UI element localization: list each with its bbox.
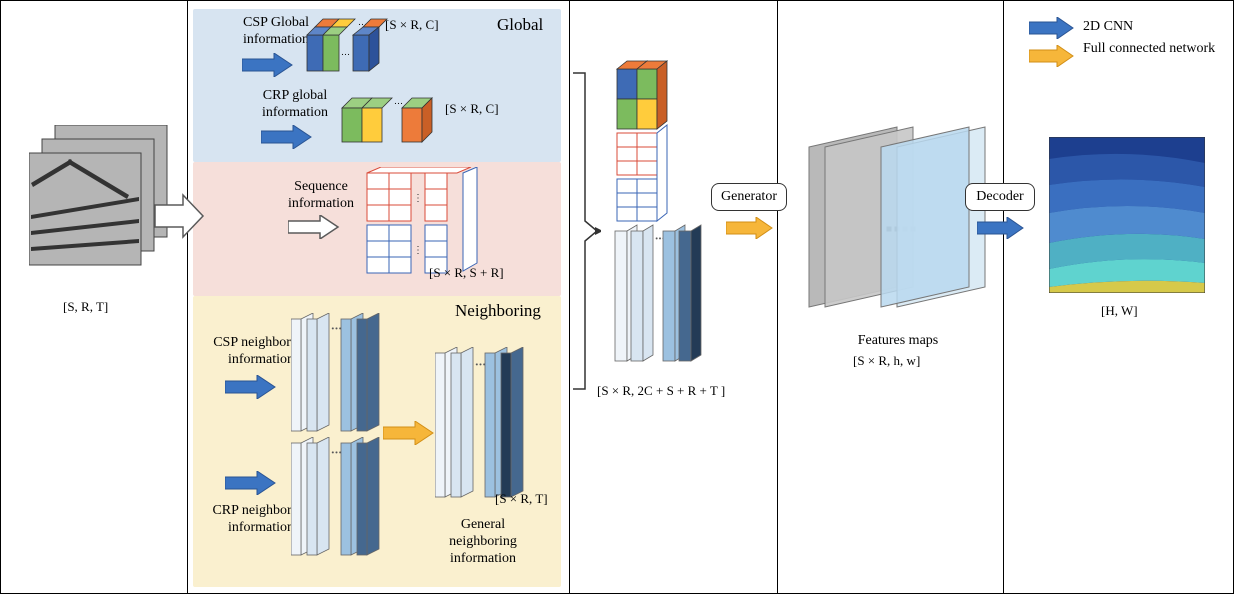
concat-column: … xyxy=(607,53,727,383)
arrow-generator xyxy=(726,217,774,239)
legend-arrow-yellow xyxy=(1029,45,1075,67)
arrow-to-general-neighboring xyxy=(383,421,435,445)
svg-text:⋮: ⋮ xyxy=(413,245,423,256)
cube-csp-global: … … xyxy=(301,13,397,79)
plates-general-neighboring: … xyxy=(435,347,545,513)
cube-crp-global: … xyxy=(334,94,454,154)
dim-sequence: [S × R, S + R] xyxy=(429,265,504,281)
dim-neighboring: [S × R, T] xyxy=(495,491,548,507)
legend-arrow-blue xyxy=(1029,17,1075,39)
svg-text:…: … xyxy=(341,47,350,57)
feature-maps xyxy=(801,117,991,337)
arrow-csp-neighboring xyxy=(225,375,277,399)
label-features-maps: Features maps xyxy=(843,333,953,350)
arrow-decoder xyxy=(977,217,1025,239)
arrow-sequence xyxy=(288,215,340,239)
label-general-neighboring: General neighboring information xyxy=(433,517,533,567)
divider-2 xyxy=(569,1,570,593)
arrow-input-to-branches xyxy=(153,191,207,241)
bracket-concat xyxy=(571,71,601,391)
output-image xyxy=(1049,137,1205,293)
title-global: Global xyxy=(497,15,543,35)
generator-label: Generator xyxy=(721,189,777,205)
divider-1 xyxy=(187,1,188,593)
svg-text:…: … xyxy=(475,356,486,368)
divider-3 xyxy=(777,1,778,593)
svg-text:⋮: ⋮ xyxy=(413,193,423,204)
dim-output: [H, W] xyxy=(1101,303,1138,319)
diagram-frame: Global Neighboring [S, R, T] xyxy=(0,0,1234,594)
plates-crp-neighboring: … xyxy=(291,437,401,573)
divider-4 xyxy=(1003,1,1004,593)
legend-text2: Full connected network xyxy=(1083,41,1223,58)
svg-text:…: … xyxy=(331,444,342,456)
dim-fmaps: [S × R, h, w] xyxy=(853,353,920,369)
label-crp-global: CRP global information xyxy=(245,88,345,122)
dim-input: [S, R, T] xyxy=(63,299,108,315)
legend-text1: 2D CNN xyxy=(1083,19,1183,36)
dim-global-bot: [S × R, C] xyxy=(445,101,499,117)
title-neighboring: Neighboring xyxy=(455,301,541,321)
svg-text:…: … xyxy=(394,96,403,106)
arrow-csp-global xyxy=(242,53,294,77)
dim-global-top: [S × R, C] xyxy=(385,17,439,33)
generator-box: Generator xyxy=(711,183,787,211)
arrow-crp-global xyxy=(261,125,313,149)
input-seismic-stack xyxy=(29,125,159,265)
arrow-crp-neighboring xyxy=(225,471,277,495)
decoder-label: Decoder xyxy=(976,189,1023,205)
decoder-box: Decoder xyxy=(965,183,1035,211)
svg-text:…: … xyxy=(331,320,342,332)
dim-concat: [S × R, 2C + S + R + T ] xyxy=(597,383,725,399)
